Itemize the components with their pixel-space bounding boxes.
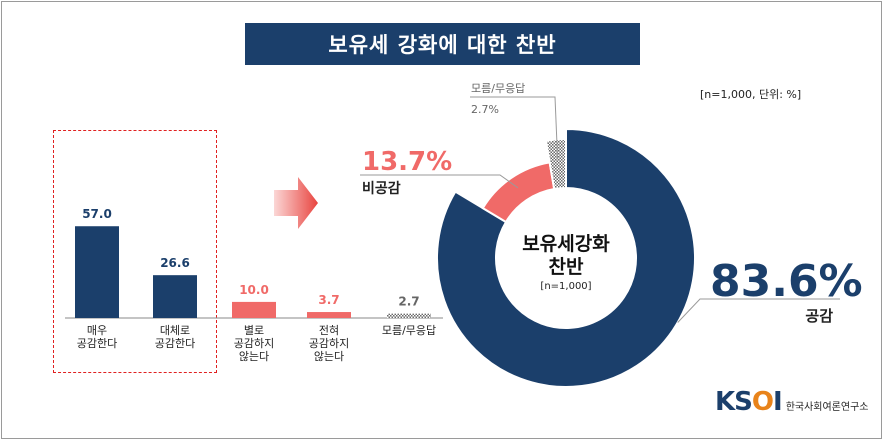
- bar-value-label: 3.7: [318, 293, 339, 307]
- slice-name-label: 비공감: [362, 180, 401, 197]
- bar: [232, 301, 276, 318]
- logo-text: 한국사회여론연구소: [785, 402, 869, 413]
- bar-value-label: 57.0: [82, 207, 112, 221]
- slice-name-label: 모름/무응답: [471, 82, 525, 95]
- chart-title: 보유세 강화에 대한 찬반: [245, 23, 640, 65]
- donut-center-title: 찬반: [549, 256, 584, 278]
- sample-note: [n=1,000, 단위: %]: [700, 88, 802, 101]
- bar-category-label: 대체로 공감한다: [155, 324, 195, 350]
- slice-value-label: 13.7%: [362, 147, 452, 177]
- bar-value-label: 26.6: [160, 256, 190, 270]
- logo-mark: KSOI: [715, 387, 783, 417]
- leader-line-disagree: [360, 174, 519, 189]
- donut-center-subtitle: [n=1,000]: [540, 281, 591, 292]
- arrow-icon: [274, 177, 318, 229]
- bar-value-label: 10.0: [239, 283, 269, 297]
- bar-value-label: 2.7: [398, 295, 419, 309]
- leader-line-unknown: [470, 96, 559, 160]
- donut-center-title: 보유세강화: [522, 233, 610, 255]
- bar: [153, 275, 197, 318]
- bar-category-label: 전혀 공감하지 않는다: [309, 324, 349, 363]
- leader-line-agree: [677, 298, 840, 323]
- donut-slice: [436, 127, 696, 388]
- bar-category-label: 매우 공감한다: [77, 324, 117, 350]
- highlight-box: [53, 130, 217, 373]
- donut-slice: [481, 161, 556, 224]
- ksoi-logo: KSOI 한국사회여론연구소: [715, 387, 869, 417]
- slice-name-label: 공감: [805, 307, 833, 325]
- bar-category-label: 모름/무응답: [382, 324, 436, 337]
- bar: [75, 226, 119, 318]
- bar: [307, 312, 351, 318]
- bar: [387, 313, 431, 318]
- slice-value-label: 83.6%: [710, 256, 863, 307]
- donut-slice: [544, 137, 567, 191]
- slice-value-label: 2.7%: [471, 103, 499, 116]
- bar-category-label: 별로 공감하지 않는다: [234, 324, 274, 363]
